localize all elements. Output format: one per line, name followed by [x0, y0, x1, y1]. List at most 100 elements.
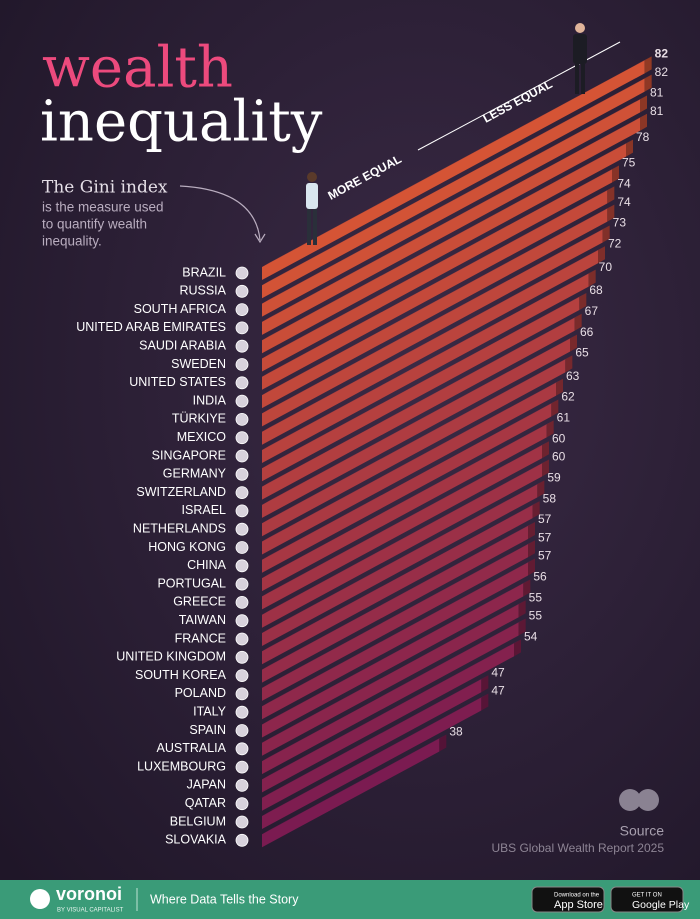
bar: [262, 117, 640, 335]
flag-icon: [235, 833, 249, 847]
bar-top: [262, 540, 535, 688]
flag-icon: [235, 760, 249, 774]
bar-top: [262, 186, 615, 377]
category-label: SWITZERLAND: [136, 485, 226, 499]
bar: [262, 622, 519, 775]
category-label: TÜRKIYE: [172, 412, 226, 426]
bar-top: [262, 56, 652, 267]
value-label: 81: [650, 104, 664, 118]
flag-icon: [235, 541, 249, 554]
category-label: UNITED KINGDOM: [116, 650, 226, 664]
flag-icon: [235, 559, 249, 573]
bar: [262, 338, 570, 518]
bar: [262, 697, 482, 829]
bar-end: [546, 420, 554, 438]
value-label: 81: [650, 86, 664, 100]
bar: [262, 296, 580, 482]
bar-top: [262, 399, 559, 560]
bar-top: [262, 675, 489, 798]
bar-end: [514, 639, 521, 657]
bar-end: [518, 618, 526, 636]
person-high: [573, 23, 587, 94]
intro-text: inequality.: [42, 234, 102, 249]
flag-icon: [235, 376, 249, 390]
flag-icon: [235, 742, 249, 756]
flag-icon: [235, 522, 249, 536]
bar-top: [262, 313, 582, 487]
category-label: FRANCE: [175, 631, 226, 645]
flag-icon: [235, 724, 249, 737]
flag-icon: [235, 614, 249, 628]
bar-end: [542, 441, 549, 459]
bar: [262, 562, 528, 720]
flag-icon: [235, 284, 249, 298]
value-label: 38: [449, 725, 463, 739]
category-label: SINGAPORE: [152, 448, 226, 462]
bar: [262, 583, 524, 738]
category-label: BELGIUM: [170, 814, 226, 828]
bar-end: [439, 734, 447, 752]
intro-title: The Gini index: [42, 178, 168, 198]
bar-top: [262, 579, 531, 725]
value-label: 82: [655, 65, 669, 79]
bar-top: [262, 204, 615, 396]
source-icon: [619, 789, 659, 811]
bar-end: [607, 204, 615, 222]
category-label: SLOVAKIA: [165, 833, 227, 847]
bar: [262, 382, 556, 555]
bar-top: [262, 113, 647, 322]
value-label: 61: [557, 411, 571, 425]
bar-top: [262, 639, 521, 780]
category-label: UNITED STATES: [129, 375, 226, 389]
value-label: 55: [529, 590, 543, 604]
bar: [262, 738, 440, 848]
value-label: 59: [547, 470, 561, 484]
value-label: 58: [543, 491, 557, 505]
intro-arrow: [254, 233, 266, 244]
google-play-text: Google Play: [632, 899, 690, 911]
bar-top: [262, 246, 605, 432]
category-label: SPAIN: [189, 723, 226, 737]
category-label: SOUTH KOREA: [135, 668, 227, 682]
bar-end: [481, 693, 489, 711]
flag-icon: [235, 449, 249, 463]
person-low: [306, 172, 318, 245]
bar-top: [262, 269, 596, 450]
bar-end: [556, 378, 563, 396]
category-label: AUSTRALIA: [157, 741, 227, 755]
value-label: 70: [599, 260, 613, 274]
bar: [262, 424, 547, 592]
value-label: 82: [655, 47, 669, 61]
category-label: MEXICO: [177, 430, 227, 444]
bar: [262, 525, 528, 683]
app-store-button[interactable]: [531, 886, 605, 913]
bar-end: [579, 292, 587, 310]
flag-icon: [235, 577, 249, 591]
intro-arrow: [179, 185, 261, 241]
brand: voronoi: [56, 884, 122, 904]
intro-text: to quantify wealth: [42, 217, 147, 232]
value-label: 65: [575, 346, 589, 360]
bar: [262, 229, 603, 427]
bar-top: [262, 378, 563, 542]
flag-icon: [235, 632, 249, 646]
value-label: 60: [552, 450, 566, 464]
bar-end: [551, 399, 559, 417]
flag-icon: [235, 266, 249, 280]
bar: [262, 317, 575, 500]
bar: [262, 643, 514, 793]
google-play-small: GET IT ON: [632, 893, 662, 899]
google-play-button[interactable]: [610, 886, 684, 913]
value-label: 75: [622, 156, 636, 170]
bar-end: [523, 579, 531, 597]
flag-icon: [235, 504, 249, 518]
bar-end: [602, 225, 610, 243]
intro-text: is the measure used: [42, 200, 164, 215]
bar: [262, 190, 608, 390]
category-label: RUSSIA: [179, 284, 226, 298]
bar-end: [481, 675, 489, 693]
chart: BRAZIL 82 RUSSIA 82 SOUTH AFRICA 81 UNITED ARA…: [76, 41, 669, 848]
bar-end: [640, 95, 647, 113]
category-label: QATAR: [185, 796, 226, 810]
